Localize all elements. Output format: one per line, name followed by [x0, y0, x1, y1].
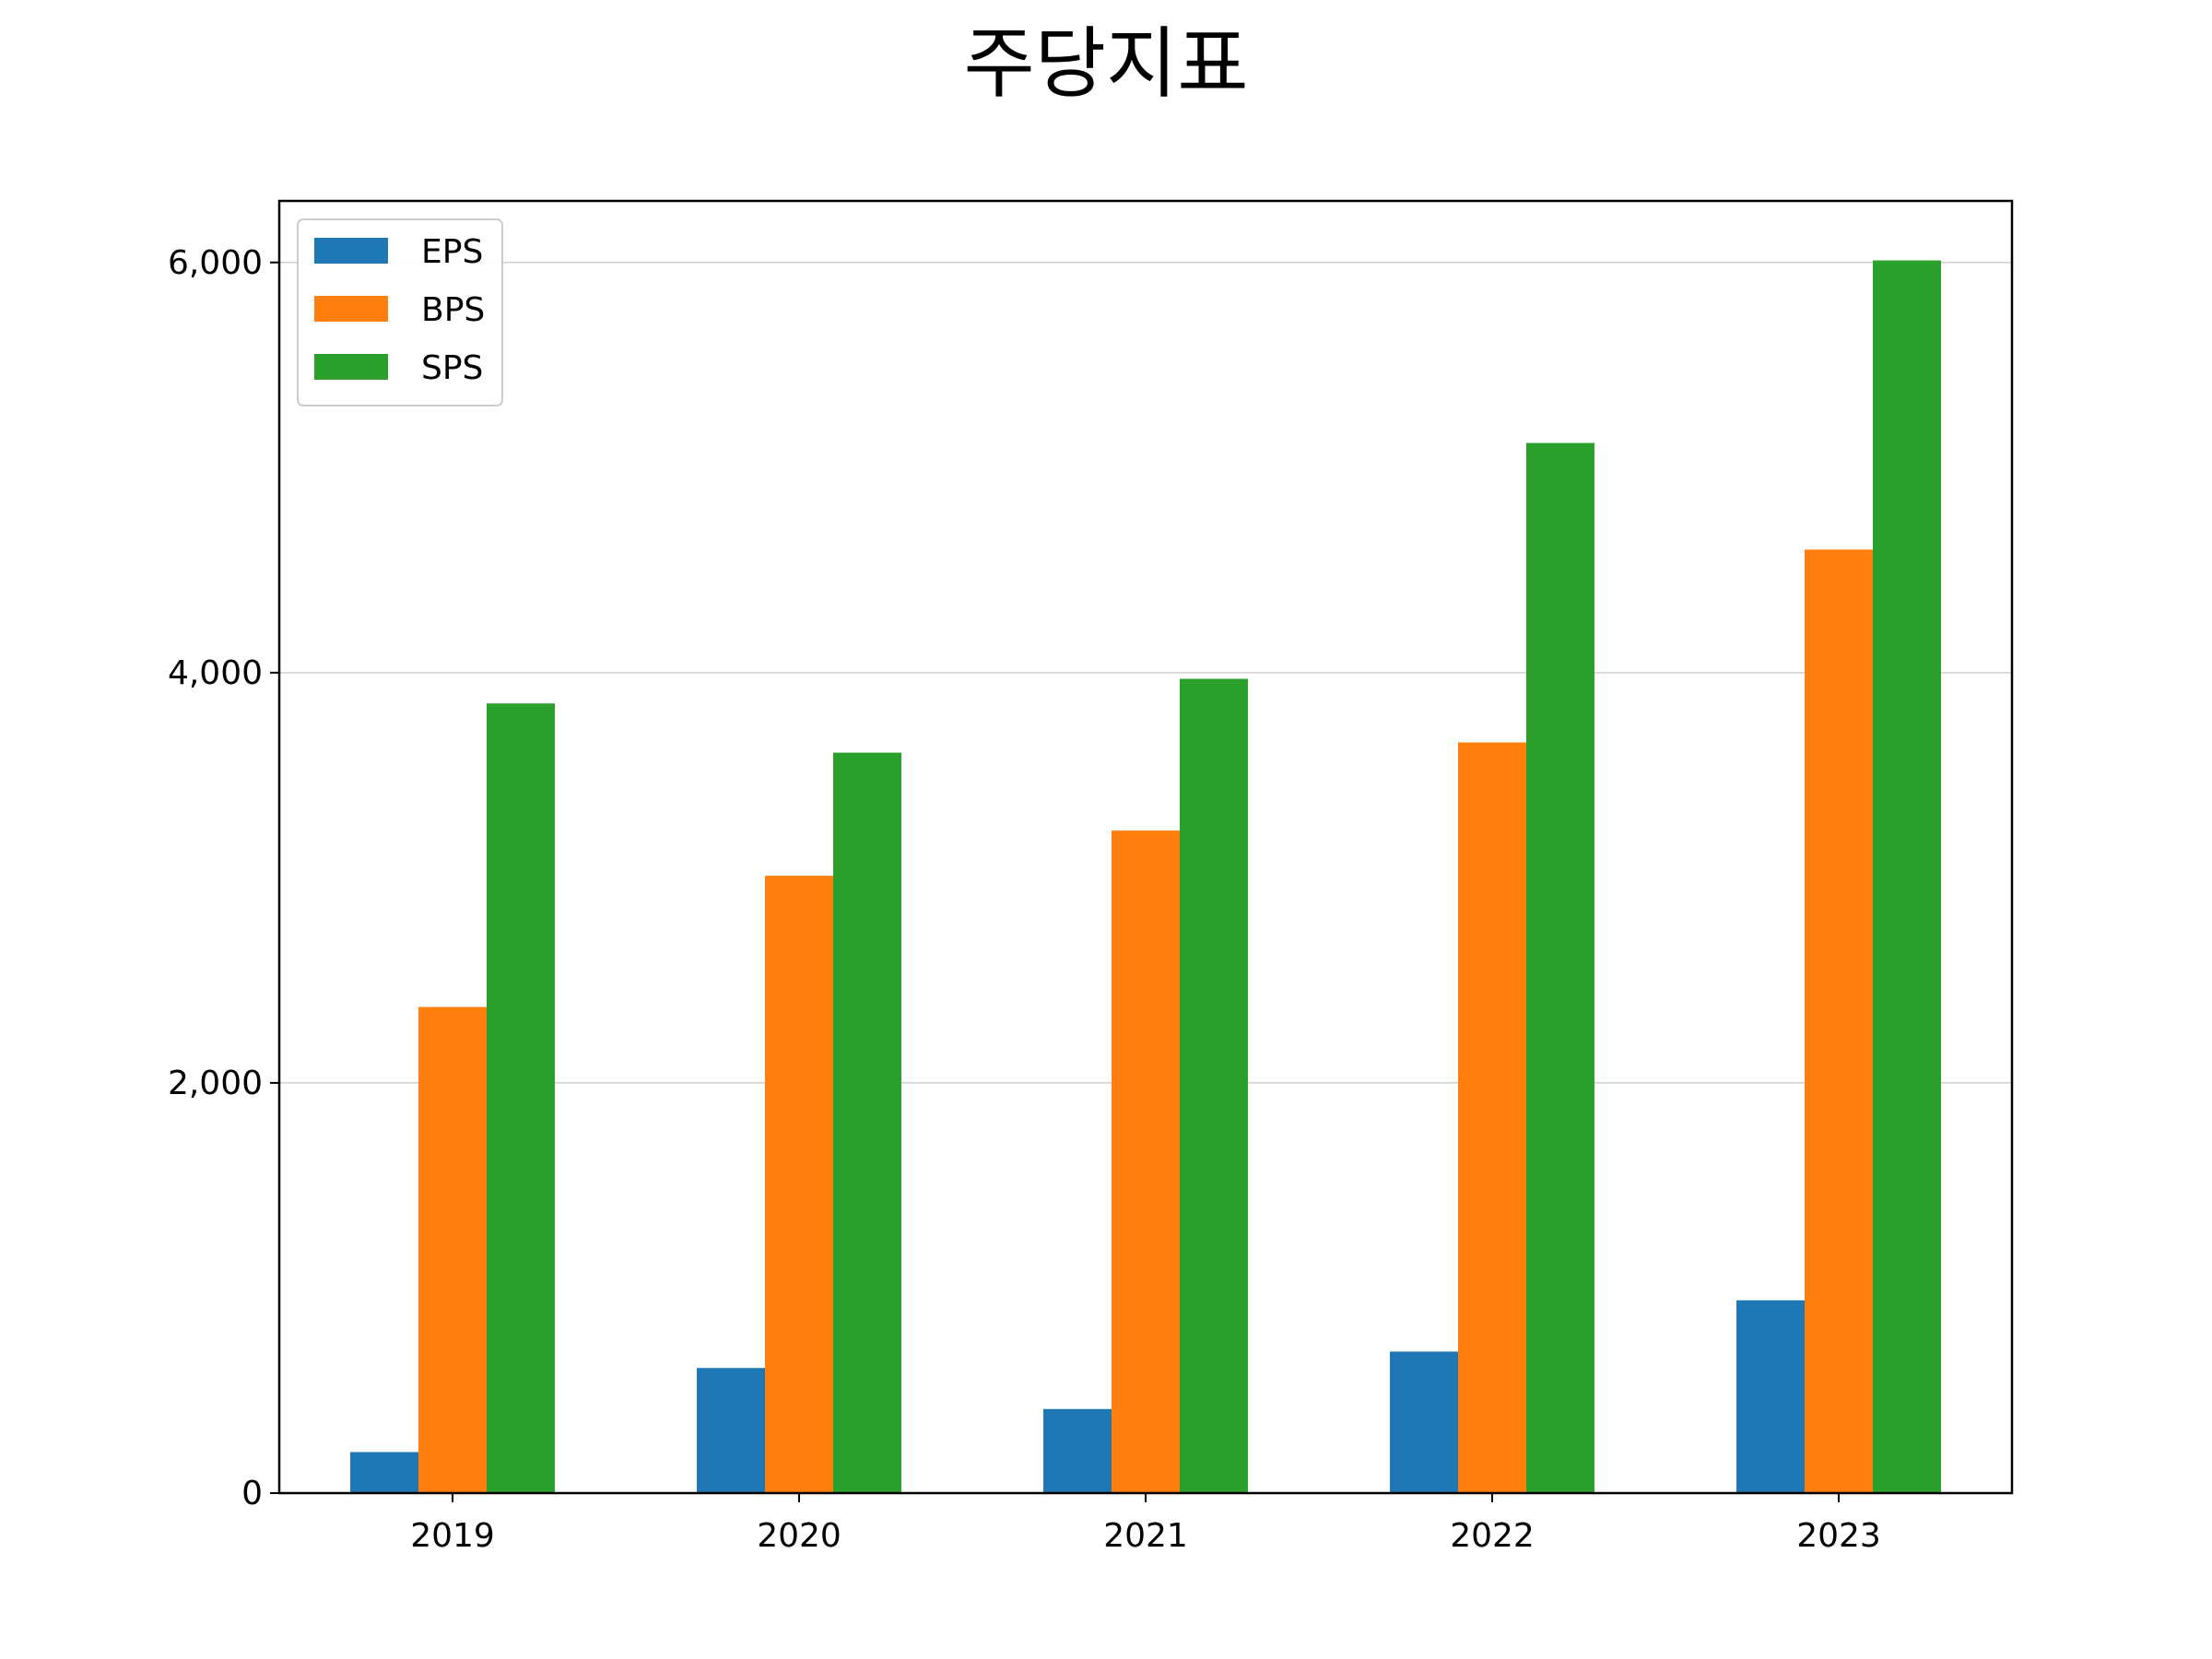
y-tick-label: 2,000	[168, 1065, 263, 1102]
bar-sps-2020	[833, 752, 901, 1493]
legend-swatch-sps	[314, 354, 388, 380]
bar-bps-2023	[1805, 549, 1873, 1493]
bar-sps-2019	[487, 703, 555, 1493]
bar-eps-2022	[1390, 1351, 1458, 1493]
chart-title: 주당지표	[963, 18, 1249, 109]
y-tick-label: 6,000	[168, 244, 263, 282]
bar-bps-2022	[1458, 742, 1526, 1493]
legend-label-eps: EPS	[421, 233, 483, 271]
x-tick-label: 2023	[1796, 1517, 1881, 1555]
legend-swatch-bps	[314, 296, 388, 322]
legend-swatch-eps	[314, 238, 388, 264]
bars	[350, 260, 1941, 1494]
x-tick-label: 2020	[757, 1517, 841, 1555]
bar-eps-2019	[350, 1452, 418, 1493]
bar-eps-2021	[1043, 1408, 1112, 1493]
y-tick-label: 0	[241, 1475, 263, 1512]
bar-bps-2021	[1112, 830, 1180, 1493]
bar-sps-2022	[1526, 442, 1594, 1494]
x-tick-label: 2019	[410, 1517, 495, 1555]
bar-sps-2021	[1180, 678, 1248, 1493]
axis-ticks: 0 2,000 4,000 6,000 2019 2020 2021 2022 2023	[168, 244, 1881, 1555]
legend: EPS BPS SPS	[297, 218, 503, 406]
x-tick-label: 2022	[1450, 1517, 1535, 1555]
bar-bps-2020	[765, 876, 833, 1493]
bar-sps-2023	[1873, 260, 1941, 1493]
y-tick-label: 4,000	[168, 654, 263, 692]
legend-label-sps: SPS	[421, 349, 483, 387]
bar-eps-2023	[1736, 1300, 1805, 1493]
bar-eps-2020	[697, 1368, 765, 1493]
bar-bps-2019	[418, 1006, 487, 1493]
x-tick-label: 2021	[1103, 1517, 1188, 1555]
legend-label-bps: BPS	[421, 291, 485, 329]
